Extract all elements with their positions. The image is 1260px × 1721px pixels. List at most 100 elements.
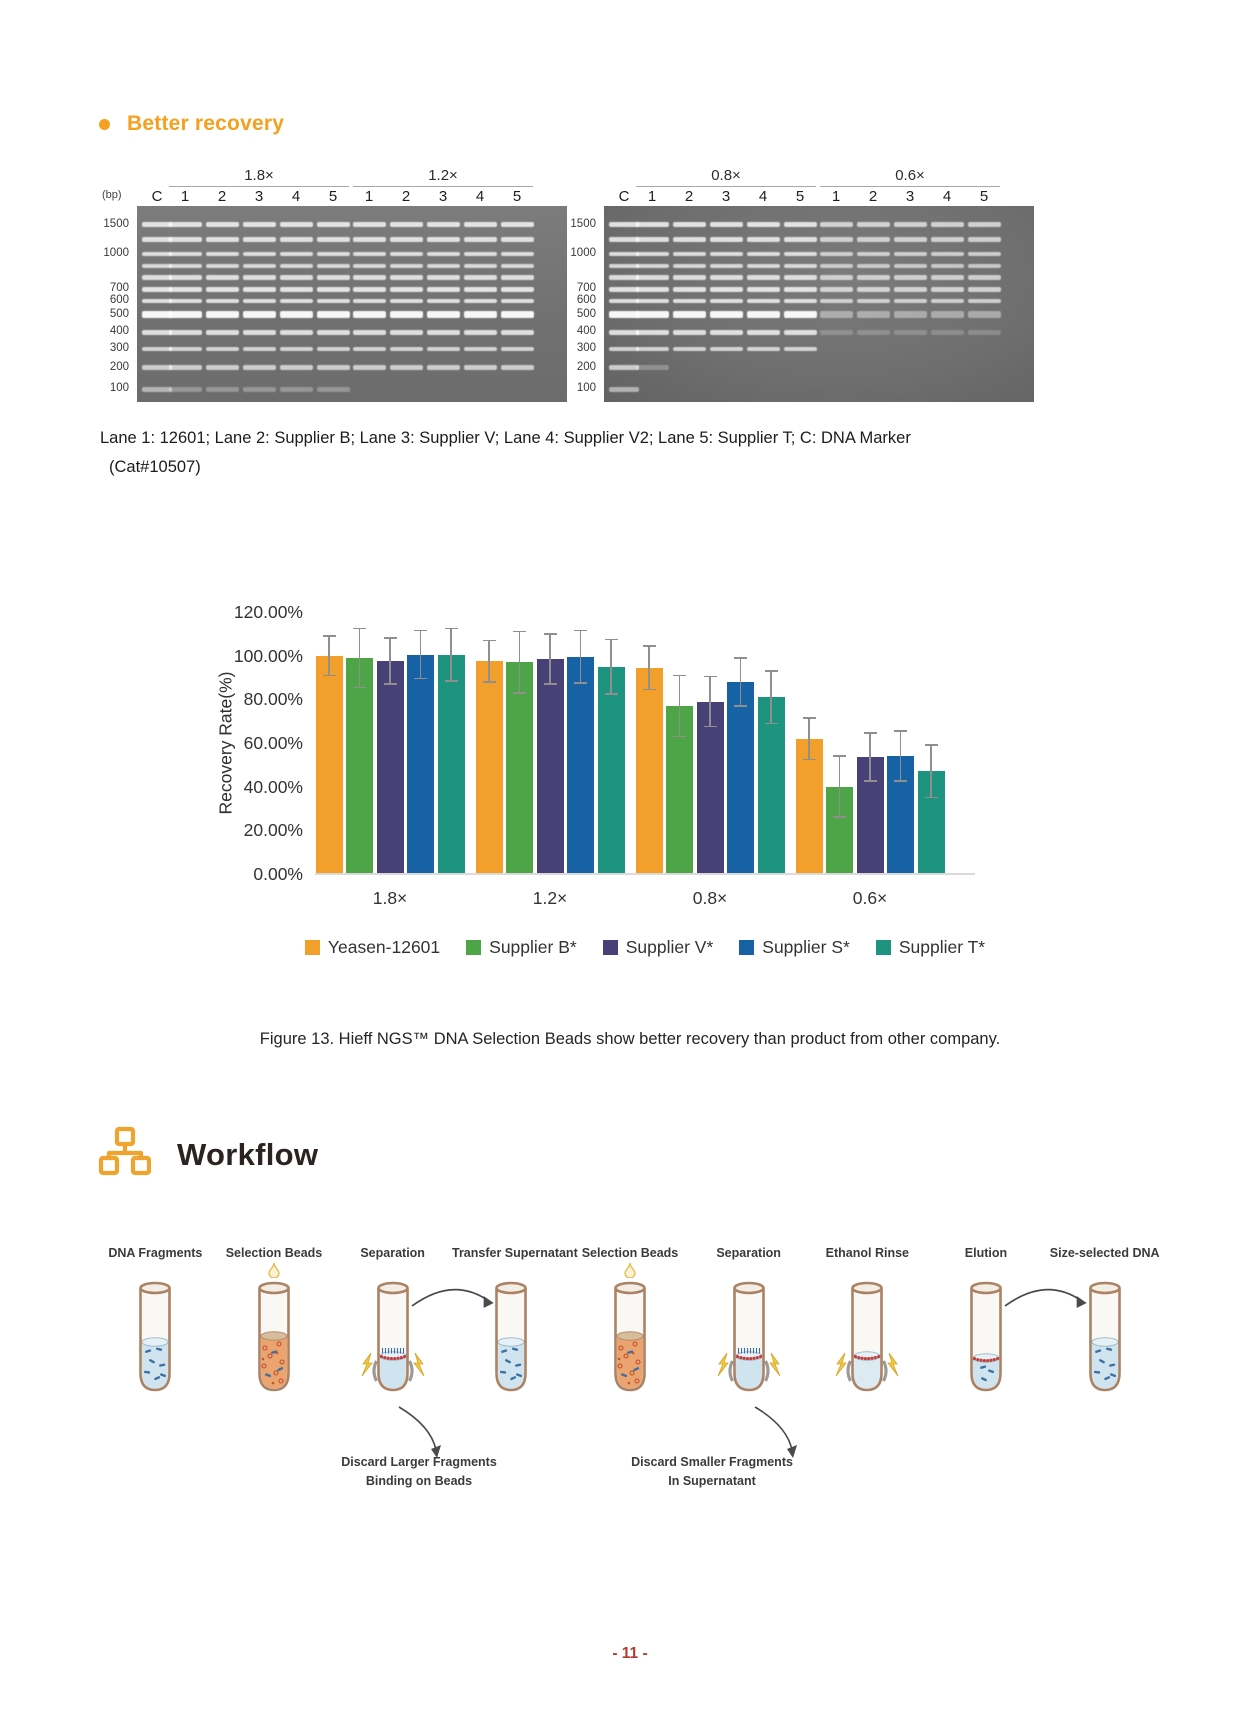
legend-swatch [875,940,891,955]
gel-band [389,298,423,304]
lane-number-label: 1 [831,188,841,205]
bp-marker-label: 400 [576,325,596,338]
drop-row [808,1262,927,1278]
gel-band [168,263,202,269]
error-bar-cap [642,688,656,691]
gel-band [672,237,706,242]
workflow-heading: Workflow [97,1125,318,1184]
legend-swatch [466,940,482,955]
gel-band [279,311,313,319]
workflow-step-label: Transfer Supernatant [452,1246,578,1260]
lane-number-label: 4 [758,188,768,205]
error-bar [808,717,810,760]
bp-marker-label: 100 [109,382,129,395]
gel-band [819,330,853,335]
gel-band [279,251,313,257]
test-tube [571,1278,690,1409]
workflow-step: DNA Fragments [96,1240,215,1409]
lane-number-label: 4 [291,188,301,205]
drop-row [333,1262,452,1278]
error-bar-cap [734,705,747,707]
error-bar [739,657,742,706]
gel-band [242,287,276,292]
gel-band [783,346,817,352]
gel-band [463,346,497,352]
lane-number-label: 3 [254,188,264,205]
gel-band [279,222,313,228]
error-bar-cap [833,755,846,757]
test-tube-graphic [139,1281,172,1392]
gel-band [709,275,743,280]
gel-band [635,251,669,257]
gel-band [426,222,460,228]
gel-band [819,287,853,292]
x-axis-category-label: 0.8× [692,888,728,908]
gel-band [709,287,743,292]
bp-marker-label: 600 [109,294,129,307]
gel-band [142,298,172,304]
test-tube [1045,1278,1164,1409]
gel-band [389,330,423,335]
error-bar-cap [482,639,496,642]
gel-band [463,251,497,257]
error-bar-cap [353,627,366,630]
gel-band [242,387,276,392]
error-bar-cap [574,629,587,632]
gel-band [609,222,639,228]
workflow-step: Separation [333,1240,452,1409]
x-axis-category-label: 0.6× [852,888,888,908]
gel-band [672,275,706,280]
bp-marker-label: 100 [576,382,596,395]
recovery-rate-bar-chart: Recovery Rate(%) 0.00% 20.00% 40.00% 60.00%… [200,538,1060,988]
gel-band [783,298,817,304]
gel-band [709,263,743,269]
gel-band [856,311,890,319]
gel-band [242,263,276,269]
ratio-bracket-label: 0.6× [820,168,1000,187]
gel-band [279,298,313,304]
page-number: - 11 - [612,1645,648,1662]
gel-band [819,237,853,242]
bp-marker-label: 1500 [103,217,129,230]
lane-number-label: 2 [684,188,694,205]
gel-band [856,222,890,228]
gel-photo [137,206,567,402]
gel-band [819,263,853,269]
gel-band [205,330,239,335]
gel-band [242,275,276,280]
lane-number-label: 5 [979,188,989,205]
discard-arrow [395,1404,455,1467]
gel-band [893,287,927,292]
gel-band [205,237,239,242]
gel-band [635,346,669,352]
lane-number-label: 4 [942,188,952,205]
workflow-step-label: Separation [716,1246,781,1260]
gel-band [426,346,460,352]
error-bar-cap [322,635,336,637]
bp-marker-label: 600 [576,294,596,307]
bp-marker-label: 200 [576,360,596,373]
bar-supplier-b- [346,657,373,874]
gel-band [893,263,927,269]
error-bar-cap [604,693,618,695]
gel-band [783,237,817,242]
error-bar-cap [924,744,938,746]
bp-marker-label: 300 [576,342,596,355]
error-bar [930,745,932,798]
bar-supplier-t- [437,654,465,874]
gel-band [500,237,534,242]
bar-yeasen-12601 [635,667,663,874]
error-bar-cap [703,725,717,728]
test-tube-graphic [614,1281,646,1392]
gel-band [893,275,927,280]
gel-band [142,237,172,242]
lane-number-label: 4 [475,188,485,205]
bar-supplier-b- [506,662,533,874]
gel-band [783,222,817,228]
gel-band [279,275,313,280]
error-bar [389,638,391,685]
gel-band [352,346,386,352]
gel-band [609,275,639,280]
gel-band [426,365,460,370]
gel-band [709,311,743,319]
